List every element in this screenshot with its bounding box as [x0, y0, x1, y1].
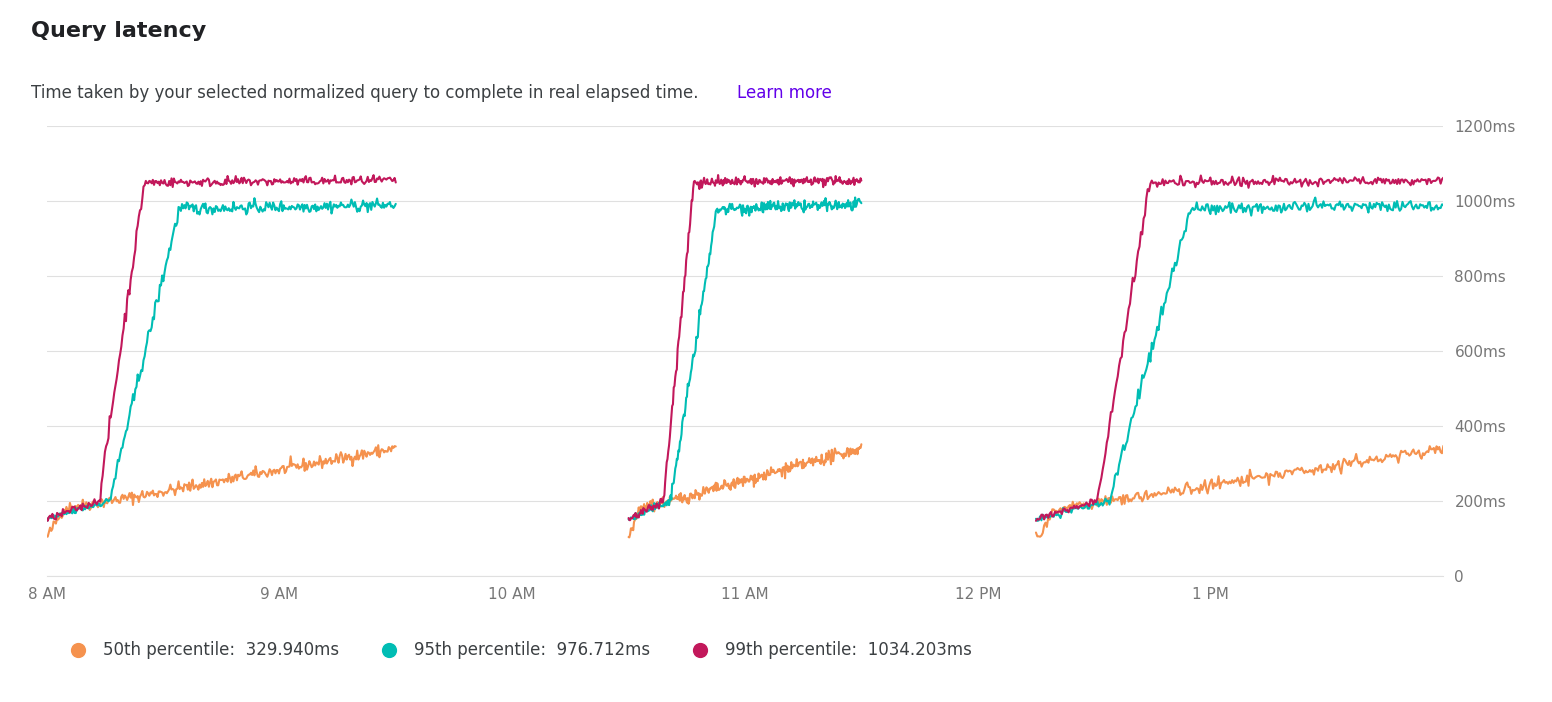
- Text: Time taken by your selected normalized query to complete in real elapsed time.: Time taken by your selected normalized q…: [31, 84, 698, 102]
- Legend: 50th percentile:  329.940ms, 95th percentile:  976.712ms, 99th percentile:  1034: 50th percentile: 329.940ms, 95th percent…: [54, 635, 979, 666]
- Text: Query latency: Query latency: [31, 21, 206, 41]
- Text: Learn more: Learn more: [737, 84, 832, 102]
